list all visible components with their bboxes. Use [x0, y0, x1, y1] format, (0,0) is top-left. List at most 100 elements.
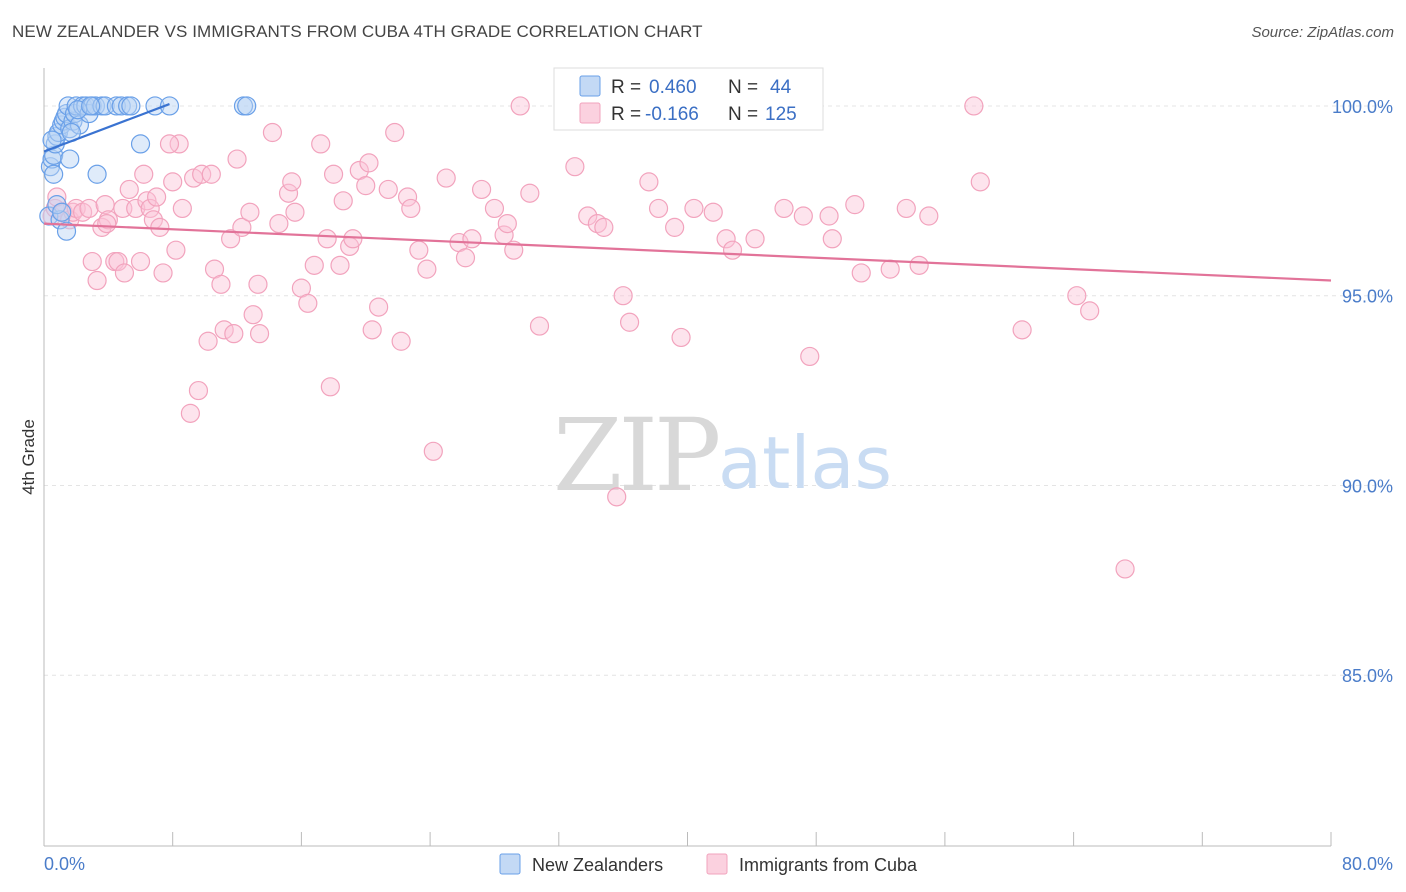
cuba-point: [964, 96, 984, 116]
cuba-point: [108, 251, 128, 272]
cuba-point: [639, 172, 659, 192]
watermark: ZIP atlas: [553, 397, 892, 514]
cuba-point: [343, 229, 363, 249]
cuba-point: [269, 214, 289, 234]
cuba-point: [745, 229, 765, 249]
cuba-point: [147, 187, 167, 207]
series-immigrants-from-cuba: [42, 96, 1135, 579]
cuba-point: [214, 320, 234, 340]
y-tick-labels: 85.0% 90.0% 95.0% 100.0%: [1332, 97, 1393, 686]
cuba-point: [201, 164, 221, 184]
new-zealanders-point: [121, 96, 141, 116]
cuba-point: [362, 320, 382, 340]
cuba-point: [497, 214, 517, 234]
bottom-legend-label-new-zealanders: New Zealanders: [532, 855, 663, 875]
new-zealanders-point: [81, 96, 101, 116]
cuba-point: [248, 274, 268, 294]
cuba-point: [703, 202, 723, 222]
legend-r-value-2: -0.166: [645, 104, 699, 125]
cuba-point: [671, 327, 691, 348]
y-tick-label: 85.0%: [1342, 666, 1393, 686]
trend-line-new-zealanders: [43, 103, 170, 153]
y-tick-label: 100.0%: [1332, 97, 1393, 117]
watermark-atlas: atlas: [718, 421, 892, 505]
cuba-point: [378, 179, 398, 200]
cuba-point: [613, 286, 633, 306]
bottom-legend: New Zealanders Immigrants from Cuba: [499, 853, 918, 875]
correlation-legend: R = 0.460 N = 44 R = -0.166 N = 125: [553, 67, 824, 131]
y-tick-label: 95.0%: [1342, 287, 1393, 307]
cuba-point: [311, 134, 331, 154]
cuba-point: [417, 259, 437, 279]
cuba-point: [397, 187, 418, 207]
watermark-zip: ZIP: [553, 397, 718, 514]
cuba-point: [188, 380, 209, 401]
cuba-point: [79, 198, 99, 219]
cuba-point: [880, 259, 900, 279]
cuba-point: [462, 229, 482, 249]
cuba-point: [919, 206, 939, 226]
cuba-point: [169, 134, 189, 154]
cuba-point: [82, 251, 102, 272]
trend-lines: [43, 103, 1332, 282]
cuba-point: [970, 172, 990, 192]
x-tick-label-min: 0.0%: [44, 854, 85, 874]
cuba-point: [607, 487, 627, 507]
x-tick-label-max: 80.0%: [1342, 854, 1393, 874]
legend-swatch-new-zealanders: [579, 75, 601, 97]
cuba-point: [520, 183, 540, 203]
series-new-zealanders: [39, 96, 257, 241]
cuba-point: [192, 164, 212, 184]
cuba-point: [153, 263, 173, 283]
cuba-point: [774, 198, 794, 219]
new-zealanders-point: [60, 149, 80, 169]
cuba-point: [684, 198, 704, 219]
cuba-point: [578, 206, 598, 226]
cuba-point: [529, 316, 550, 336]
cuba-point: [722, 240, 743, 260]
new-zealanders-point: [64, 103, 85, 124]
cuba-point: [97, 214, 117, 234]
cuba-point: [648, 198, 669, 219]
cuba-point: [262, 122, 283, 143]
cuba-point: [716, 229, 736, 249]
source-label: Source: ZipAtlas.com: [1251, 24, 1394, 41]
cuba-point: [333, 191, 353, 211]
cuba-point: [369, 297, 389, 317]
legend-swatch-cuba: [579, 102, 601, 124]
bottom-legend-swatch-new-zealanders: [499, 853, 521, 875]
new-zealanders-point: [56, 103, 77, 124]
legend-n-label-2: N =: [728, 104, 758, 125]
grid-lines: [44, 105, 1392, 676]
cuba-point: [221, 229, 241, 249]
cuba-point: [845, 195, 865, 215]
cuba-point: [1080, 301, 1100, 321]
cuba-point: [317, 229, 337, 249]
cuba-point: [282, 172, 302, 192]
cuba-point: [436, 168, 456, 188]
cuba-point: [140, 198, 160, 219]
cuba-point: [391, 331, 411, 351]
cuba-point: [278, 183, 299, 203]
cuba-point: [304, 255, 324, 275]
cuba-point: [851, 263, 871, 283]
new-zealanders-point: [111, 96, 131, 116]
cuba-point: [401, 198, 421, 219]
cuba-point: [1012, 320, 1032, 340]
cuba-point: [87, 270, 107, 291]
legend-r-label-2: R =: [611, 104, 641, 125]
cuba-point: [819, 206, 839, 226]
trend-line-cuba: [43, 222, 1332, 282]
legend-r-value-1: 0.460: [649, 77, 697, 98]
new-zealanders-point: [56, 221, 77, 241]
y-tick-label: 90.0%: [1342, 476, 1393, 496]
cuba-point: [510, 96, 530, 116]
new-zealanders-point: [106, 96, 126, 116]
cuba-point: [227, 149, 247, 169]
cuba-point: [1067, 286, 1087, 306]
cuba-point: [793, 206, 813, 226]
cuba-point: [455, 248, 476, 268]
cuba-point: [800, 346, 820, 367]
cuba-point: [243, 305, 263, 325]
